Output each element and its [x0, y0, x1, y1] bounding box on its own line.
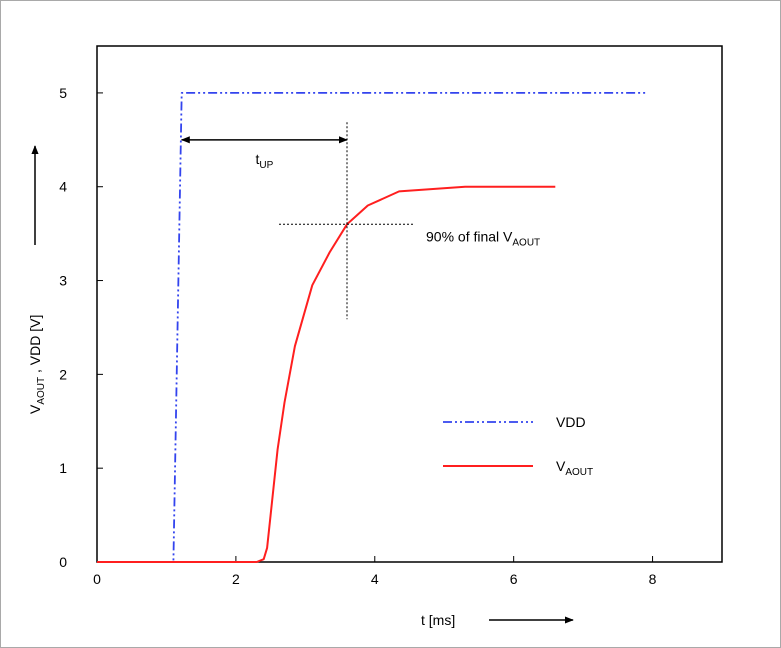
legend-label-vdd: VDD	[556, 414, 586, 430]
t-up-label: tUP	[255, 151, 273, 171]
legend: VDD VAOUT	[443, 414, 593, 478]
annotation-layer: tUP 90% of final VAOUT	[180, 122, 540, 320]
x-axis-ticks: 0 2 4 6 8	[93, 556, 657, 587]
x-axis-label: t [ms]	[421, 612, 455, 628]
y-tick-label: 1	[59, 460, 67, 476]
series-line-vaout	[97, 185, 556, 563]
legend-label-vaout: VAOUT	[556, 458, 593, 478]
x-tick-label: 4	[371, 571, 379, 587]
y-axis-label: VAOUT , VDD [V]	[27, 315, 47, 414]
y-tick-label: 3	[59, 273, 67, 289]
series-line-vdd	[97, 92, 646, 563]
y-tick-label: 5	[59, 85, 67, 101]
y-tick-label: 4	[59, 179, 67, 195]
x-tick-label: 2	[232, 571, 240, 587]
series-layer	[97, 92, 646, 563]
x-tick-label: 6	[510, 571, 518, 587]
y-tick-label: 0	[59, 554, 67, 570]
plot-area	[96, 45, 723, 563]
ninety-percent-label: 90% of final VAOUT	[426, 228, 540, 248]
y-axis-ticks: 0 1 2 3 4 5	[59, 85, 103, 570]
y-tick-label: 2	[59, 366, 67, 382]
x-tick-label: 8	[649, 571, 657, 587]
x-tick-label: 0	[93, 571, 101, 587]
